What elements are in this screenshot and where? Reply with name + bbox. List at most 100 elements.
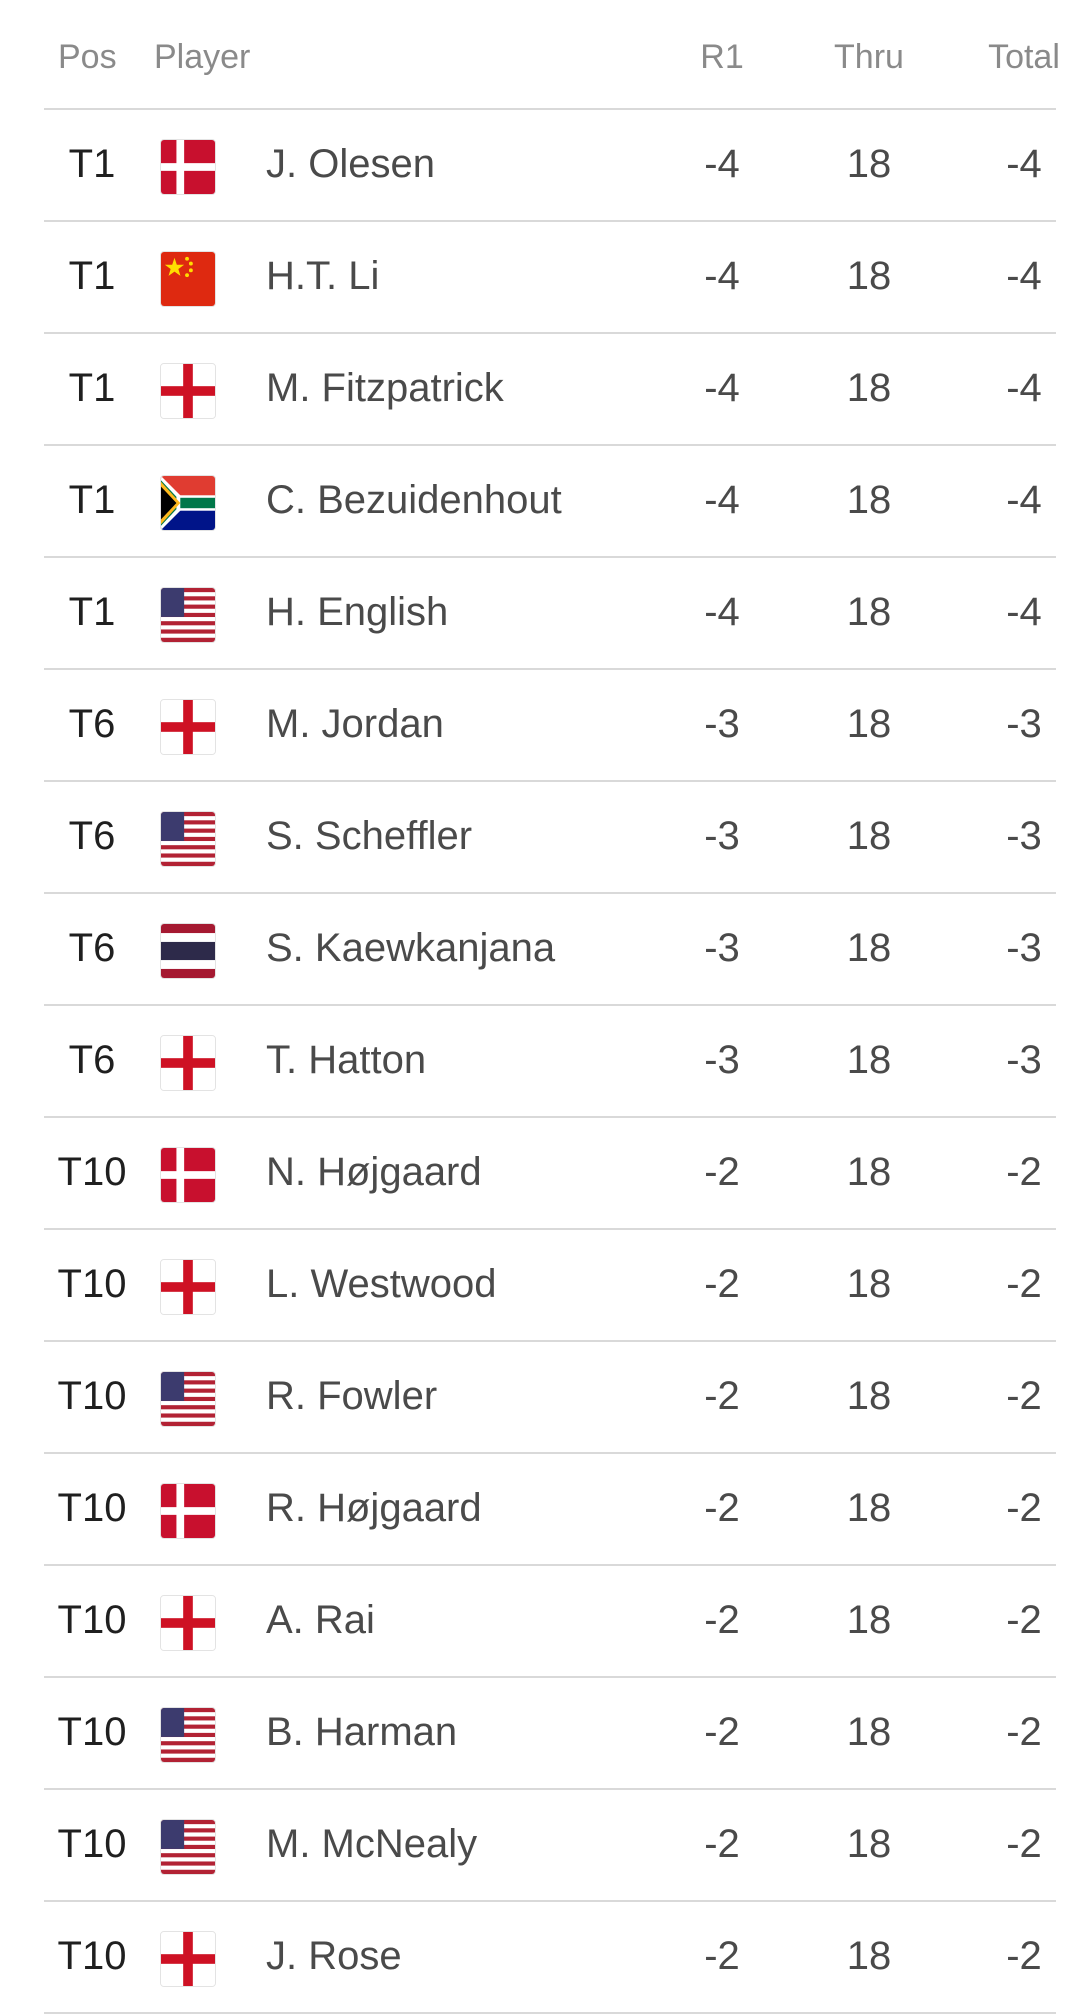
holes-thru: 18 — [846, 1038, 892, 1082]
holes-thru: 18 — [846, 1486, 892, 1530]
england-flag-icon — [160, 699, 216, 755]
table-row[interactable]: T1 J. Olesen -4 18 -4 — [44, 110, 1056, 222]
total-score: -4 — [1006, 366, 1042, 410]
denmark-flag-icon — [160, 1483, 216, 1539]
round-1-score: -4 — [704, 254, 740, 298]
table-row[interactable]: T6 S. Scheffler -3 18 -3 — [44, 782, 1056, 894]
holes-thru: 18 — [846, 142, 892, 186]
round-1-score: -2 — [704, 1598, 740, 1642]
player-name: R. Højgaard — [266, 1486, 482, 1530]
table-row[interactable]: T10 L. Westwood -2 18 -2 — [44, 1230, 1056, 1342]
table-row[interactable]: T10 B. Harman -2 18 -2 — [44, 1678, 1056, 1790]
usa-flag-icon — [160, 1819, 216, 1875]
holes-thru: 18 — [846, 926, 892, 970]
table-row[interactable]: T6 M. Jordan -3 18 -3 — [44, 670, 1056, 782]
round-1-score: -2 — [704, 1262, 740, 1306]
position: T10 — [57, 1934, 127, 1978]
south-africa-flag-icon — [160, 475, 216, 531]
holes-thru: 18 — [846, 590, 892, 634]
total-score: -2 — [1006, 1374, 1042, 1418]
position: T10 — [57, 1710, 127, 1754]
player-name: H.T. Li — [266, 254, 380, 298]
position: T1 — [68, 254, 116, 298]
thailand-flag-icon — [160, 923, 216, 979]
player-name: R. Fowler — [266, 1374, 438, 1418]
england-flag-icon — [160, 1035, 216, 1091]
total-score: -2 — [1006, 1934, 1042, 1978]
position: T6 — [68, 926, 116, 970]
total-score: -3 — [1006, 814, 1042, 858]
round-1-score: -2 — [704, 1822, 740, 1866]
position: T10 — [57, 1150, 127, 1194]
denmark-flag-icon — [160, 1147, 216, 1203]
total-score: -2 — [1006, 1598, 1042, 1642]
header-r1: R1 — [700, 38, 744, 76]
player-name: J. Rose — [266, 1934, 402, 1978]
total-score: -2 — [1006, 1710, 1042, 1754]
round-1-score: -2 — [704, 1934, 740, 1978]
table-row[interactable]: T1 M. Fitzpatrick -4 18 -4 — [44, 334, 1056, 446]
player-name: M. Jordan — [266, 702, 444, 746]
position: T1 — [68, 142, 116, 186]
holes-thru: 18 — [846, 478, 892, 522]
round-1-score: -2 — [704, 1374, 740, 1418]
header-player: Player — [154, 38, 251, 76]
holes-thru: 18 — [846, 254, 892, 298]
position: T6 — [68, 702, 116, 746]
position: T10 — [57, 1262, 127, 1306]
holes-thru: 18 — [846, 366, 892, 410]
table-row[interactable]: T1 H. English -4 18 -4 — [44, 558, 1056, 670]
header-total: Total — [988, 38, 1060, 76]
player-name: M. Fitzpatrick — [266, 366, 504, 410]
denmark-flag-icon — [160, 139, 216, 195]
table-row[interactable]: T10 M. McNealy -2 18 -2 — [44, 1790, 1056, 1902]
table-row[interactable]: T10 R. Fowler -2 18 -2 — [44, 1342, 1056, 1454]
table-row[interactable]: T10 J. Rose -2 18 -2 — [44, 1902, 1056, 2014]
holes-thru: 18 — [846, 1822, 892, 1866]
table-row[interactable]: T1 C. Bezuidenhout -4 18 -4 — [44, 446, 1056, 558]
table-row[interactable]: T10 N. Højgaard -2 18 -2 — [44, 1118, 1056, 1230]
round-1-score: -4 — [704, 142, 740, 186]
usa-flag-icon — [160, 587, 216, 643]
holes-thru: 18 — [846, 1710, 892, 1754]
holes-thru: 18 — [846, 814, 892, 858]
china-flag-icon — [160, 251, 216, 307]
table-row[interactable]: T6 S. Kaewkanjana -3 18 -3 — [44, 894, 1056, 1006]
england-flag-icon — [160, 1259, 216, 1315]
position: T6 — [68, 814, 116, 858]
total-score: -3 — [1006, 926, 1042, 970]
round-1-score: -4 — [704, 478, 740, 522]
total-score: -3 — [1006, 1038, 1042, 1082]
player-name: T. Hatton — [266, 1038, 427, 1082]
table-row[interactable]: T10 A. Rai -2 18 -2 — [44, 1566, 1056, 1678]
player-name: M. McNealy — [266, 1822, 478, 1866]
round-1-score: -2 — [704, 1150, 740, 1194]
position: T10 — [57, 1486, 127, 1530]
player-name: S. Scheffler — [266, 814, 473, 858]
usa-flag-icon — [160, 1371, 216, 1427]
table-row[interactable]: T6 T. Hatton -3 18 -3 — [44, 1006, 1056, 1118]
table-header: Pos Player R1 Thru Total — [44, 0, 1060, 110]
total-score: -3 — [1006, 702, 1042, 746]
table-row[interactable]: T10 R. Højgaard -2 18 -2 — [44, 1454, 1056, 1566]
usa-flag-icon — [160, 811, 216, 867]
position: T10 — [57, 1374, 127, 1418]
player-name: N. Højgaard — [266, 1150, 482, 1194]
position: T10 — [57, 1822, 127, 1866]
position: T1 — [68, 590, 116, 634]
round-1-score: -3 — [704, 926, 740, 970]
england-flag-icon — [160, 1595, 216, 1651]
position: T1 — [68, 366, 116, 410]
round-1-score: -2 — [704, 1710, 740, 1754]
player-name: C. Bezuidenhout — [266, 478, 562, 522]
holes-thru: 18 — [846, 1374, 892, 1418]
england-flag-icon — [160, 363, 216, 419]
position: T1 — [68, 478, 116, 522]
table-row[interactable]: T1 H.T. Li -4 18 -4 — [44, 222, 1056, 334]
holes-thru: 18 — [846, 1150, 892, 1194]
player-name: B. Harman — [266, 1710, 458, 1754]
round-1-score: -3 — [704, 1038, 740, 1082]
holes-thru: 18 — [846, 1262, 892, 1306]
holes-thru: 18 — [846, 702, 892, 746]
